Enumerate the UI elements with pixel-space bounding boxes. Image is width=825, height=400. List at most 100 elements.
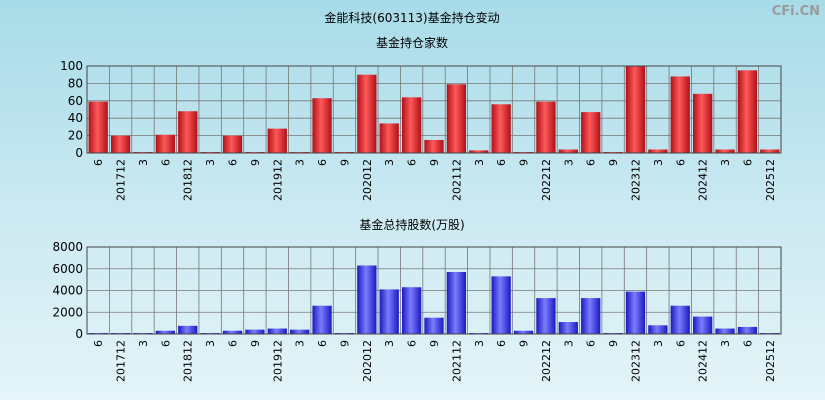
chart1-xtick-label: 202512 — [764, 159, 777, 201]
chart1-title: 基金持仓家数 — [376, 35, 448, 50]
watermark: CFi.CN — [772, 4, 820, 19]
chart2-bar — [446, 272, 467, 334]
chart1-bar — [715, 149, 735, 153]
chart1-xtick-label: 201712 — [115, 159, 128, 201]
chart2-bar — [267, 328, 287, 334]
chart2-xtick-label: 3 — [562, 340, 575, 347]
chart2-xtick-label: 6 — [227, 340, 240, 347]
chart2-xtick-label: 201712 — [115, 340, 128, 382]
chart1-bar — [357, 74, 377, 153]
chart1-xtick-label: 6 — [741, 159, 754, 166]
chart2-xtick-label: 9 — [428, 340, 441, 347]
chart2-bar — [424, 317, 444, 334]
chart2-bar — [693, 316, 713, 334]
chart1-xtick-label: 3 — [719, 159, 732, 166]
chart2-frame — [86, 246, 782, 335]
chart2-xtick-label: 6 — [585, 340, 598, 347]
chart1-bar — [88, 101, 108, 153]
chart1-frame — [86, 65, 782, 154]
chart2-bar — [155, 330, 175, 334]
chart2-xtick-label: 9 — [338, 340, 351, 347]
chart1-xtick-label: 3 — [473, 159, 486, 166]
chart1-ytick-label: 100 — [60, 59, 83, 73]
chart1-xtick-label: 202012 — [361, 159, 374, 201]
chart2-xtick-label: 3 — [719, 340, 732, 347]
chart2-bar — [245, 329, 265, 334]
chart2-bar — [536, 298, 556, 334]
chart1-plot: 0 20 40 60 80 100 6 201712 3 6 201812 3 6 9 201912 3 6 9 2… — [60, 59, 782, 201]
chart1-bar — [760, 149, 780, 153]
chart2-xtick-label: 9 — [607, 340, 620, 347]
chart1-xtick-label: 9 — [607, 159, 620, 166]
chart1-xtick-label: 201912 — [271, 159, 284, 201]
chart2-xtick-label: 3 — [204, 340, 217, 347]
chart2-bar — [558, 322, 578, 334]
chart2-bar — [715, 328, 735, 334]
chart2-xtick-label: 9 — [518, 340, 531, 347]
chart2-bar — [178, 325, 198, 334]
chart1-bar — [401, 97, 422, 153]
chart1-bar — [558, 149, 578, 153]
chart2-xtick-label: 202512 — [764, 340, 777, 382]
chart2-xtick-label: 202412 — [697, 340, 710, 382]
chart2-bar — [290, 329, 310, 334]
chart1-xtick-label: 202312 — [629, 159, 642, 201]
chart2-xtick-label: 9 — [249, 340, 262, 347]
chart2-xtick-label: 202112 — [450, 340, 463, 382]
chart2-bar — [670, 305, 690, 334]
chart2-ytick-label: 8000 — [52, 240, 83, 254]
chart2-xtick-label: 6 — [741, 340, 754, 347]
chart1-xtick-label: 9 — [518, 159, 531, 166]
chart1-xtick-label: 3 — [204, 159, 217, 166]
chart1-ytick-label: 40 — [68, 111, 83, 125]
chart2-bar — [491, 276, 511, 334]
chart2-bar — [737, 326, 758, 334]
chart2-xtick-label: 202012 — [361, 340, 374, 382]
chart1-bar — [110, 135, 131, 153]
chart1-bar — [312, 98, 332, 153]
chart2-xtick-label: 3 — [294, 340, 307, 347]
chart2-xtick-label: 3 — [137, 340, 150, 347]
chart2-xtick-label: 201812 — [182, 340, 195, 382]
main-title: 金能科技(603113)基金持仓变动 — [324, 10, 499, 25]
chart1-bar — [222, 135, 243, 153]
chart1-xtick-label: 202112 — [450, 159, 463, 201]
chart2-xtick-label: 3 — [473, 340, 486, 347]
chart1-bar — [446, 84, 467, 153]
chart1-xtick-label: 3 — [562, 159, 575, 166]
chart1-bar — [424, 139, 444, 153]
chart1-xtick-label: 6 — [159, 159, 172, 166]
chart2-title: 基金总持股数(万股) — [359, 217, 464, 232]
chart1-bar — [648, 149, 668, 153]
chart1-xtick-label: 202412 — [697, 159, 710, 201]
chart1-ytick-label: 60 — [68, 94, 83, 108]
chart2-xtick-label: 6 — [495, 340, 508, 347]
chart1-xtick-label: 6 — [316, 159, 329, 166]
chart2-bar — [581, 298, 601, 334]
chart1-xtick-label: 201812 — [182, 159, 195, 201]
chart1-xtick-label: 3 — [383, 159, 396, 166]
chart2-plot: 0 2000 4000 6000 8000 6 201712 3 6 201812 3 6 9 20191… — [52, 240, 782, 382]
chart1-ytick-label: 20 — [68, 129, 83, 143]
chart2-bar — [648, 325, 668, 334]
chart2-xtick-label: 6 — [316, 340, 329, 347]
chart2-xtick-label: 6 — [674, 340, 687, 347]
chart1-xtick-label: 3 — [137, 159, 150, 166]
chart1-bar — [536, 101, 556, 153]
chart1-bar — [178, 111, 198, 153]
chart2-bar — [379, 289, 399, 334]
chart1-bar — [491, 104, 511, 153]
chart1-ytick-label: 0 — [75, 146, 83, 160]
chart2-xtick-label: 201912 — [271, 340, 284, 382]
chart2-xtick-label: 202312 — [629, 340, 642, 382]
chart1-xtick-label: 6 — [406, 159, 419, 166]
chart1-bar — [670, 76, 690, 153]
chart2-xtick-label: 3 — [652, 340, 665, 347]
chart1-xtick-label: 6 — [585, 159, 598, 166]
chart1-bar — [737, 70, 758, 153]
chart1-bar — [155, 134, 175, 153]
chart1-xtick-label: 6 — [674, 159, 687, 166]
chart1-xtick-label: 6 — [227, 159, 240, 166]
chart2-bar — [625, 291, 646, 334]
